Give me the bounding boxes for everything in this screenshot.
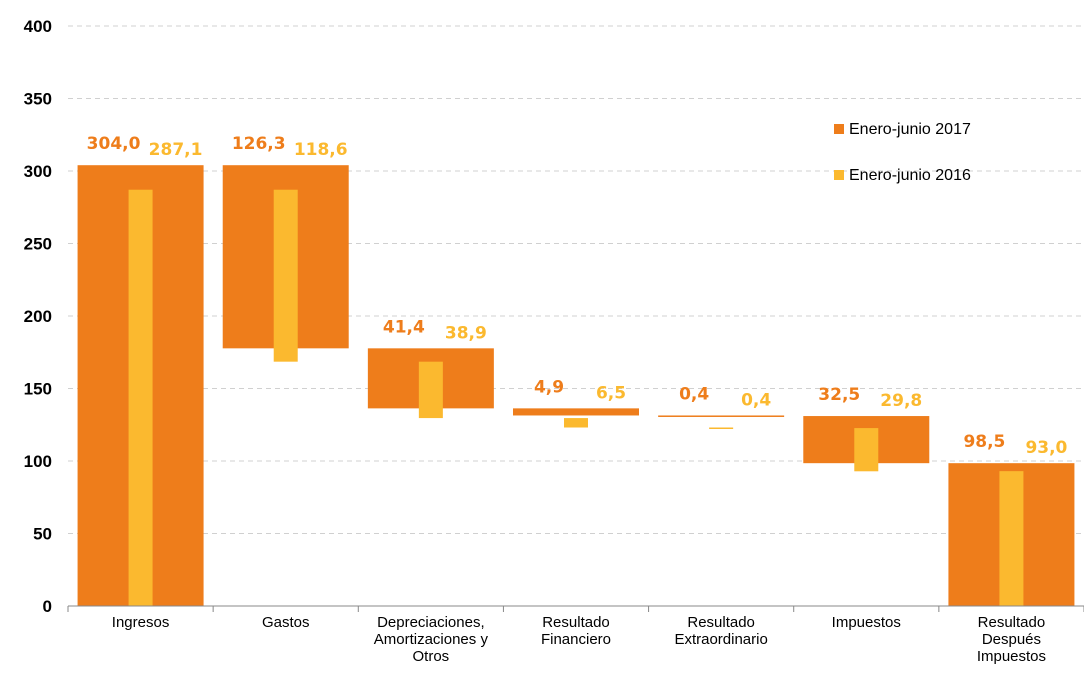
bar-2016	[418, 361, 443, 419]
bar-2017	[513, 408, 639, 416]
bar-2016	[999, 471, 1024, 606]
x-tick-label-line: Amortizaciones y	[374, 631, 489, 648]
x-tick-label: Resultado Financiero	[541, 614, 611, 648]
data-label-2016: 93,0	[1025, 438, 1067, 458]
x-tick-label: Depreciaciones, Amortizaciones y Otros	[374, 614, 489, 665]
x-tick-label: Resultado Extraordinario	[674, 614, 767, 648]
x-tick-label-line: Depreciaciones,	[377, 614, 485, 631]
y-tick-label: 0	[43, 597, 52, 616]
x-axis: Ingresos Gastos Depreciaciones, Amortizacio…	[67, 605, 1084, 665]
bar-2016	[564, 418, 588, 428]
y-tick-label: 150	[24, 380, 52, 399]
data-label-2017: 98,5	[963, 432, 1005, 452]
x-tick-label-line: Resultado	[978, 614, 1046, 631]
x-tick-label: Impuestos	[832, 614, 901, 631]
data-label-2017: 304,0	[87, 134, 141, 154]
bar-2016	[854, 428, 879, 472]
x-tick-label-line: Otros	[413, 648, 450, 665]
data-label-2016: 118,6	[294, 140, 348, 160]
x-tick-label: Resultado Después Impuestos	[977, 614, 1046, 665]
y-tick-label: 250	[24, 235, 52, 254]
data-label-2017: 41,4	[383, 317, 425, 337]
x-tick-label-line: Extraordinario	[674, 631, 767, 648]
x-tick-label-line: Resultado	[687, 614, 755, 631]
legend: Enero-junio 2017 Enero-junio 2016	[834, 121, 971, 184]
x-tick-label-line: Ingresos	[112, 614, 170, 631]
data-label-2017: 32,5	[818, 385, 860, 405]
data-label-2017: 126,3	[232, 134, 286, 154]
data-label-2016: 38,9	[445, 323, 487, 343]
x-tick-label-line: Después	[982, 631, 1041, 648]
data-label-2017: 4,9	[534, 377, 564, 397]
data-label-2016: 6,5	[596, 383, 626, 403]
x-tick-label-line: Impuestos	[832, 614, 901, 631]
bar-2017	[658, 415, 785, 417]
legend-label: Enero-junio 2017	[849, 121, 971, 138]
data-label-2016: 29,8	[880, 391, 922, 411]
y-tick-label: 50	[33, 525, 52, 544]
legend-swatch	[834, 124, 844, 134]
bar-2016	[273, 189, 298, 362]
data-label-2016: 0,4	[741, 390, 771, 410]
data-label-2017: 0,4	[679, 384, 709, 404]
bars	[77, 165, 1075, 606]
x-tick-label-line: Impuestos	[977, 648, 1046, 665]
x-tick-label: Gastos	[262, 614, 310, 631]
legend-label: Enero-junio 2016	[849, 167, 971, 184]
y-tick-label: 200	[24, 307, 52, 326]
x-tick-label-line: Gastos	[262, 614, 310, 631]
bar-2016	[128, 189, 153, 606]
gridlines	[68, 25, 1084, 534]
data-label-2016: 287,1	[149, 140, 203, 160]
y-tick-label: 350	[24, 90, 52, 109]
bar-2016	[709, 427, 734, 430]
legend-swatch	[834, 170, 844, 180]
data-labels: 304,0 287,1 126,3 118,6 41,4 38,9 4,9 6,5 0,4 0,4…	[87, 134, 1068, 458]
y-axis: 0 50 100 150 200 250 300 350 400	[24, 17, 52, 616]
y-tick-label: 400	[24, 17, 52, 36]
x-tick-label: Ingresos	[112, 614, 170, 631]
x-tick-label-line: Financiero	[541, 631, 611, 648]
x-tick-label-line: Resultado	[542, 614, 610, 631]
y-tick-label: 100	[24, 452, 52, 471]
y-tick-label: 300	[24, 162, 52, 181]
